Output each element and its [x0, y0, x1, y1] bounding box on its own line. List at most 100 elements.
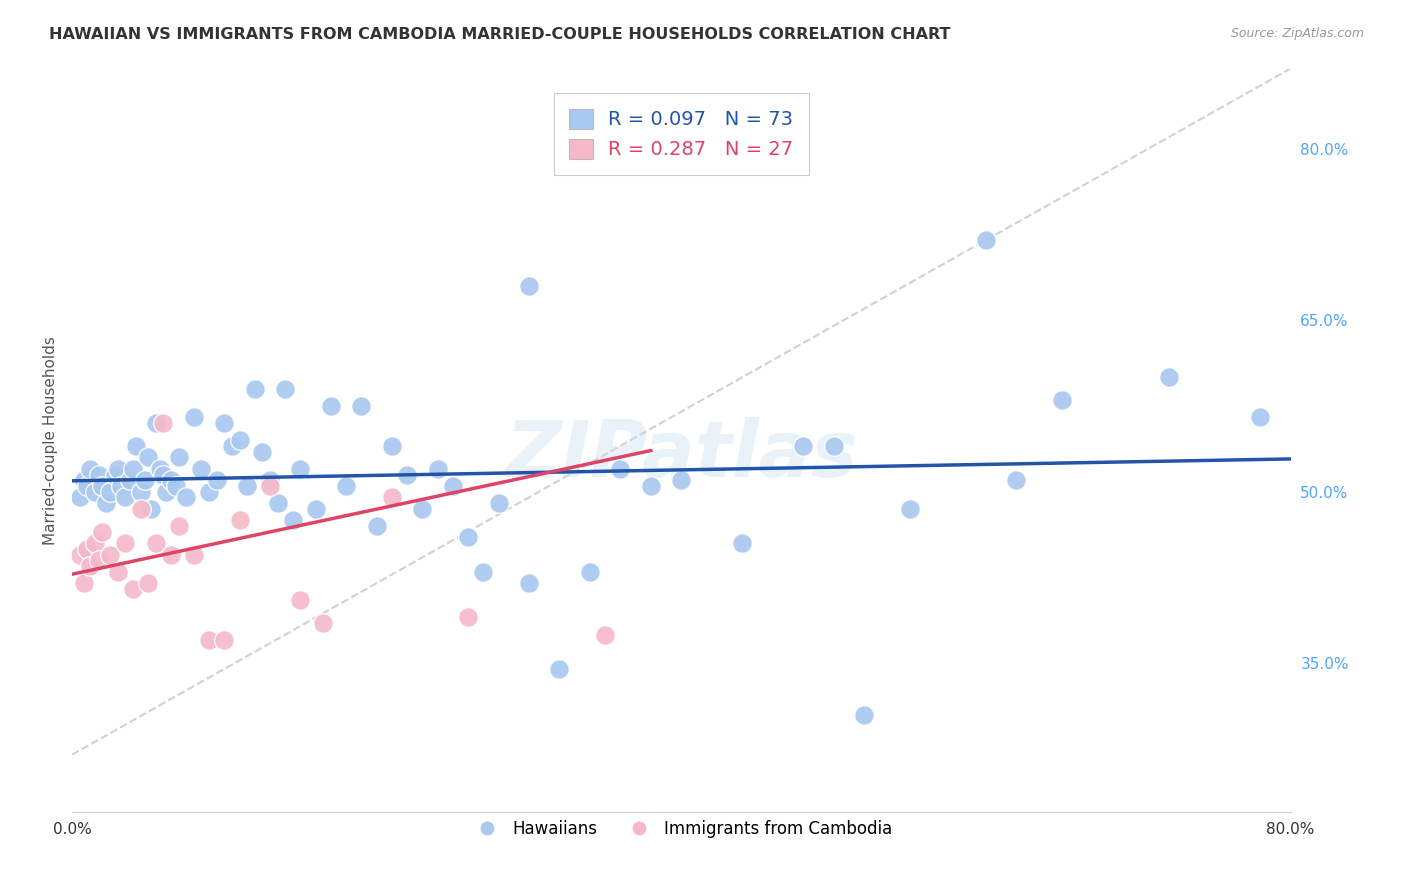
Point	[145, 416, 167, 430]
Point	[91, 524, 114, 539]
Point	[259, 473, 281, 487]
Point	[305, 501, 328, 516]
Point	[79, 462, 101, 476]
Point	[110, 479, 132, 493]
Point	[73, 576, 96, 591]
Point	[167, 450, 190, 465]
Point	[167, 519, 190, 533]
Point	[118, 473, 141, 487]
Point	[198, 633, 221, 648]
Point	[259, 479, 281, 493]
Point	[94, 496, 117, 510]
Point	[107, 462, 129, 476]
Point	[136, 576, 159, 591]
Point	[134, 473, 156, 487]
Point	[69, 548, 91, 562]
Point	[129, 501, 152, 516]
Point	[174, 491, 197, 505]
Text: HAWAIIAN VS IMMIGRANTS FROM CAMBODIA MARRIED-COUPLE HOUSEHOLDS CORRELATION CHART: HAWAIIAN VS IMMIGRANTS FROM CAMBODIA MAR…	[49, 27, 950, 42]
Point	[290, 462, 312, 476]
Point	[122, 582, 145, 596]
Point	[488, 496, 510, 510]
Point	[122, 462, 145, 476]
Point	[236, 479, 259, 493]
Point	[228, 433, 250, 447]
Point	[974, 233, 997, 247]
Point	[190, 462, 212, 476]
Point	[274, 382, 297, 396]
Point	[457, 530, 479, 544]
Point	[266, 496, 288, 510]
Point	[152, 416, 174, 430]
Point	[114, 491, 136, 505]
Point	[366, 519, 388, 533]
Point	[823, 439, 845, 453]
Point	[79, 559, 101, 574]
Point	[381, 491, 404, 505]
Point	[104, 467, 127, 482]
Point	[91, 479, 114, 493]
Point	[83, 484, 105, 499]
Point	[1249, 410, 1271, 425]
Point	[548, 662, 571, 676]
Point	[792, 439, 814, 453]
Point	[198, 484, 221, 499]
Point	[76, 541, 98, 556]
Point	[381, 439, 404, 453]
Point	[76, 479, 98, 493]
Point	[426, 462, 449, 476]
Point	[1157, 370, 1180, 384]
Point	[73, 473, 96, 487]
Point	[69, 491, 91, 505]
Point	[441, 479, 464, 493]
Point	[89, 553, 111, 567]
Point	[107, 565, 129, 579]
Point	[319, 399, 342, 413]
Point	[214, 416, 236, 430]
Point	[243, 382, 266, 396]
Point	[472, 565, 495, 579]
Point	[593, 627, 616, 641]
Point	[411, 501, 433, 516]
Point	[517, 278, 540, 293]
Point	[640, 130, 662, 145]
Point	[149, 462, 172, 476]
Point	[898, 501, 921, 516]
Point	[141, 501, 163, 516]
Y-axis label: Married-couple Households: Married-couple Households	[44, 335, 58, 545]
Point	[205, 473, 228, 487]
Point	[160, 473, 183, 487]
Point	[183, 410, 205, 425]
Point	[609, 462, 631, 476]
Point	[731, 536, 754, 550]
Text: Source: ZipAtlas.com: Source: ZipAtlas.com	[1230, 27, 1364, 40]
Point	[228, 513, 250, 527]
Point	[155, 484, 177, 499]
Point	[640, 479, 662, 493]
Point	[98, 548, 121, 562]
Point	[98, 484, 121, 499]
Point	[221, 439, 243, 453]
Point	[160, 548, 183, 562]
Point	[136, 450, 159, 465]
Point	[252, 444, 274, 458]
Point	[214, 633, 236, 648]
Point	[165, 479, 187, 493]
Point	[152, 467, 174, 482]
Point	[457, 610, 479, 624]
Point	[312, 616, 335, 631]
Point	[671, 473, 693, 487]
Point	[396, 467, 419, 482]
Point	[517, 576, 540, 591]
Point	[83, 536, 105, 550]
Text: ZIPatlas: ZIPatlas	[505, 417, 858, 493]
Point	[1005, 473, 1028, 487]
Legend: Hawaiians, Immigrants from Cambodia: Hawaiians, Immigrants from Cambodia	[464, 814, 898, 845]
Point	[183, 548, 205, 562]
Point	[125, 439, 148, 453]
Point	[1050, 393, 1073, 408]
Point	[335, 479, 357, 493]
Point	[579, 565, 602, 579]
Point	[89, 467, 111, 482]
Point	[129, 484, 152, 499]
